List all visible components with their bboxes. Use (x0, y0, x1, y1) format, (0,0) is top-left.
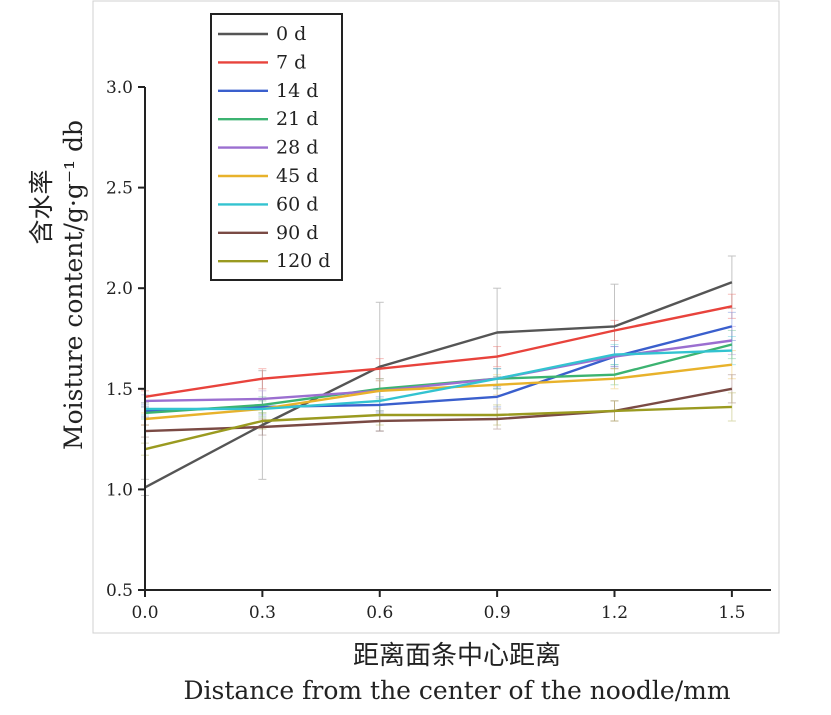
x-tick-label: 0.0 (131, 603, 158, 623)
y-axis-label: 含水率 Moisture content/g·g⁻¹ db (27, 120, 88, 450)
y-axis-label-en: Moisture content/g·g⁻¹ db (59, 120, 88, 450)
x-tick-label: 0.3 (249, 603, 276, 623)
legend-entry-label: 14 d (276, 80, 318, 102)
legend: 0 d 7 d 14 d 21 d 28 d 45 d 60 d 90 d 120 d (210, 13, 343, 281)
legend-entry-label: 7 d (276, 51, 306, 73)
y-tick-label: 3.0 (106, 78, 133, 98)
series-line (144, 305, 733, 398)
x-tick-label: 1.5 (718, 603, 745, 623)
series-line (144, 325, 733, 413)
series-line (144, 387, 733, 433)
series-line (145, 349, 732, 411)
y-tick-label: 2.5 (106, 179, 133, 199)
x-tick-label: 0.9 (484, 603, 511, 623)
x-tick-label: 0.6 (366, 603, 393, 623)
legend-entry-label: 28 d (276, 137, 318, 159)
series-line (144, 405, 732, 451)
legend-entry-label: 45 d (276, 165, 318, 187)
legend-entry-label: 21 d (276, 108, 318, 130)
y-ticks: 0.5 1.0 1.5 2.0 2.5 3.0 (106, 78, 145, 601)
y-tick-label: 0.5 (106, 581, 133, 601)
series-line (144, 281, 733, 489)
x-axis-label-cn: 距离面条中心距离 (353, 641, 561, 671)
x-tick-label: 1.2 (601, 603, 628, 623)
chart-frame (92, 0, 780, 634)
y-tick-label: 1.5 (106, 380, 133, 400)
legend-entry-label: 90 d (276, 222, 318, 244)
legend-entry-label: 0 d (276, 23, 306, 45)
legend-entry-label: 60 d (276, 193, 318, 215)
series-lines (144, 281, 733, 489)
legend-entry-label: 120 d (276, 250, 330, 272)
x-axis-label-en: Distance from the center of the noodle/m… (183, 676, 730, 705)
y-tick-label: 2.0 (106, 279, 133, 299)
x-ticks: 0.0 0.3 0.6 0.9 1.2 1.5 (131, 590, 745, 623)
series-line (144, 363, 733, 421)
y-tick-label: 1.0 (106, 480, 133, 500)
y-axis-label-cn: 含水率 (27, 169, 56, 244)
